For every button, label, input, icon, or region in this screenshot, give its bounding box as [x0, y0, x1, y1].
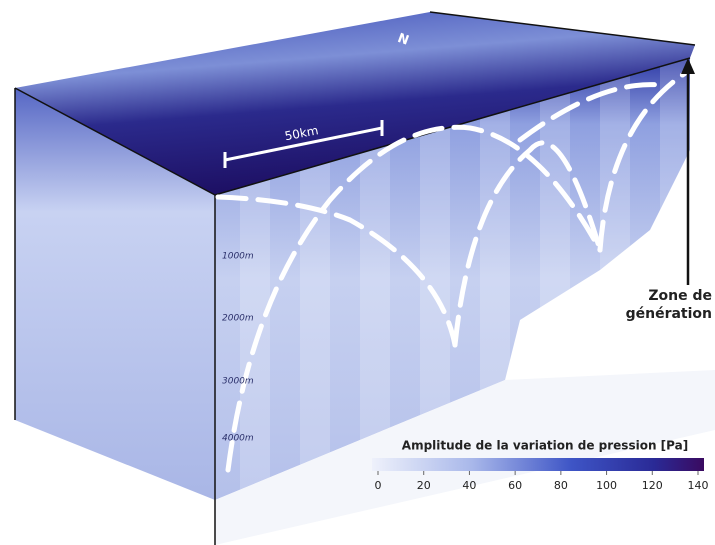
- colorbar-tick-label: 100: [596, 479, 617, 492]
- wave-arc: [452, 140, 603, 348]
- colorbar-tick-label: 140: [688, 479, 709, 492]
- north-label: N: [395, 31, 410, 49]
- depth-label: 1000m: [222, 252, 254, 262]
- colorbar-tick-label: 60: [508, 479, 522, 492]
- top-face: [15, 12, 695, 195]
- edge: [429, 11, 696, 46]
- wave-paths: [215, 67, 693, 473]
- scale-line: [224, 126, 383, 162]
- colorbar-tick-label: 80: [554, 479, 568, 492]
- colorbar-tick-label: 120: [642, 479, 663, 492]
- depth-label: 4000m: [222, 434, 254, 444]
- colorbar: [372, 458, 704, 471]
- depth-label: 3000m: [222, 377, 254, 387]
- wave-arc: [215, 194, 458, 348]
- wave-arc: [225, 124, 603, 473]
- colorbar-tick-label: 20: [417, 479, 431, 492]
- annotation-line: génération: [626, 306, 712, 322]
- annotation-line: Zone de: [648, 288, 712, 304]
- wave-arc: [597, 67, 693, 253]
- colorbar-tick-label: 40: [462, 479, 476, 492]
- bottom-face: [215, 370, 715, 545]
- scale-bar: [223, 120, 384, 168]
- left-face: [15, 88, 215, 500]
- scale-label: 50km: [284, 123, 320, 143]
- colorbar-title: Amplitude de la variation de pression [P…: [402, 439, 688, 453]
- colorbar-tick-label: 0: [375, 479, 382, 492]
- wave-arc: [517, 82, 663, 143]
- annotation: Zone de génération: [626, 288, 712, 322]
- block-edges: [14, 11, 696, 545]
- colorbar-ticks: 0 20 40 60 80 100 120 140: [375, 471, 709, 492]
- arrow-head: [681, 58, 695, 74]
- depth-label: 2000m: [222, 314, 254, 324]
